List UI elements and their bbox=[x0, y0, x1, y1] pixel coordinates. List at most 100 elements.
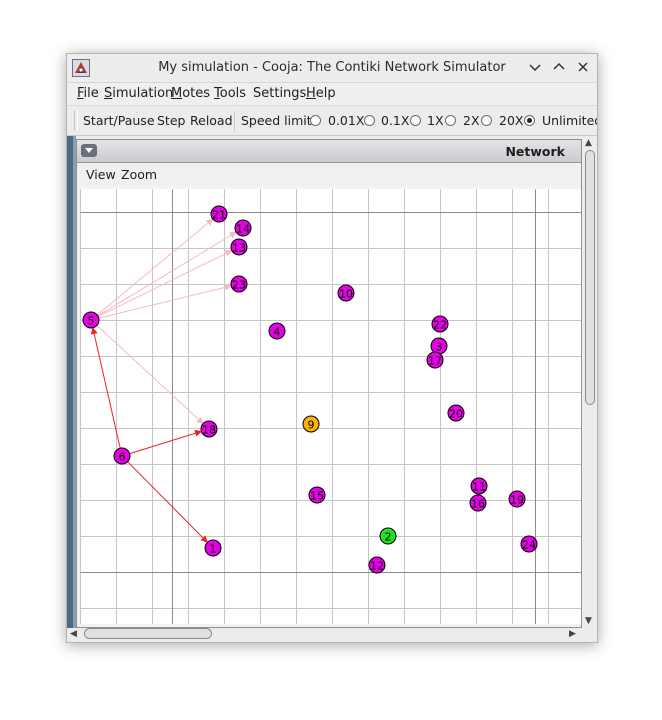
mote-circle[interactable] bbox=[268, 322, 286, 340]
speed-radio-2x[interactable] bbox=[445, 115, 456, 126]
mote-circle[interactable] bbox=[200, 420, 218, 438]
window-title: My simulation - Cooja: The Contiki Netwo… bbox=[158, 60, 506, 75]
mote-circle[interactable] bbox=[431, 315, 449, 333]
mote-3[interactable]: 3 bbox=[430, 337, 448, 355]
mote-circle[interactable] bbox=[113, 447, 131, 465]
speed-label-unlimited: Unlimited bbox=[542, 113, 597, 128]
link-arrow-5-to-21 bbox=[96, 218, 214, 316]
network-internal-frame: Network View Zoom 21 14 13 23 10 5 4 22 3 17 20 18 9… bbox=[76, 139, 582, 628]
speed-radio-1x[interactable] bbox=[410, 115, 421, 126]
mote-15[interactable]: 15 bbox=[308, 486, 326, 504]
mote-14[interactable]: 14 bbox=[234, 219, 252, 237]
mote-2[interactable]: 2 bbox=[379, 527, 397, 545]
menu-help-mnemonic: H bbox=[306, 86, 316, 101]
mote-circle[interactable] bbox=[470, 477, 488, 495]
mote-21[interactable]: 21 bbox=[210, 205, 228, 223]
mote-6[interactable]: 6 bbox=[113, 447, 131, 465]
mote-18[interactable]: 18 bbox=[200, 420, 218, 438]
menu-zoom[interactable]: Zoom bbox=[121, 167, 158, 182]
mote-label: 24 bbox=[522, 538, 536, 551]
mote-label: 1 bbox=[210, 542, 217, 555]
mote-23[interactable]: 23 bbox=[230, 275, 248, 293]
mote-circle[interactable] bbox=[426, 351, 444, 369]
menu-tools-mnemonic: T bbox=[214, 86, 220, 101]
cooja-app-icon bbox=[72, 59, 90, 77]
step-button[interactable]: Step bbox=[157, 113, 186, 128]
mote-label: 22 bbox=[433, 318, 447, 331]
menu-motes[interactable]: Motes bbox=[171, 86, 210, 101]
mote-circle[interactable] bbox=[520, 535, 538, 553]
mote-circle[interactable] bbox=[368, 556, 386, 574]
horizontal-scroll-thumb[interactable] bbox=[84, 628, 212, 639]
menu-simulation-mnemonic: S bbox=[104, 86, 113, 101]
mote-16[interactable]: 16 bbox=[469, 494, 487, 512]
mote-circle[interactable] bbox=[230, 238, 248, 256]
mote-circle[interactable] bbox=[447, 404, 465, 422]
speed-radio-0.1x[interactable] bbox=[364, 115, 375, 126]
mote-10[interactable]: 10 bbox=[337, 284, 355, 302]
mote-12[interactable]: 12 bbox=[368, 556, 386, 574]
mote-circle[interactable] bbox=[82, 311, 100, 329]
speed-radio-unlimited[interactable] bbox=[524, 115, 535, 126]
mote-17[interactable]: 17 bbox=[426, 351, 444, 369]
mote-label: 23 bbox=[232, 278, 246, 291]
mote-24[interactable]: 24 bbox=[520, 535, 538, 553]
network-graph[interactable]: 21 14 13 23 10 5 4 22 317 20 18 9 6 11 16 19 15 2 24 1 12 bbox=[80, 189, 581, 624]
mote-circle[interactable] bbox=[210, 205, 228, 223]
mote-13[interactable]: 13 bbox=[230, 238, 248, 256]
network-canvas[interactable]: 21 14 13 23 10 5 4 22 3 17 20 18 9 6 11 16 19 15 2 24 1 12 bbox=[80, 189, 581, 624]
mote-20[interactable]: 20 bbox=[447, 404, 465, 422]
link-arrow-5-to-14 bbox=[97, 231, 237, 317]
mote-circle[interactable] bbox=[379, 527, 397, 545]
mote-circle[interactable] bbox=[234, 219, 252, 237]
mote-label: 6 bbox=[119, 450, 126, 463]
grid bbox=[80, 189, 581, 624]
mote-22[interactable]: 22 bbox=[431, 315, 449, 333]
network-frame-titlebar[interactable]: Network bbox=[77, 140, 581, 163]
close-icon[interactable] bbox=[573, 57, 593, 77]
mote-label: 15 bbox=[310, 489, 324, 502]
mote-circle[interactable] bbox=[204, 539, 222, 557]
speed-radio-20x[interactable] bbox=[481, 115, 492, 126]
menu-file-mnemonic: F bbox=[77, 86, 84, 101]
mote-4[interactable]: 4 bbox=[268, 322, 286, 340]
mote-19[interactable]: 19 bbox=[508, 490, 526, 508]
menu-file[interactable]: File bbox=[77, 86, 99, 101]
menu-settings[interactable]: Settings bbox=[253, 86, 306, 101]
mote-11[interactable]: 11 bbox=[470, 477, 488, 495]
frame-menu-button[interactable] bbox=[81, 144, 97, 157]
scroll-right-icon[interactable]: ▶ bbox=[569, 629, 576, 639]
toolbar-grip[interactable] bbox=[74, 111, 78, 131]
speed-radio-0.01x[interactable] bbox=[310, 115, 321, 126]
mote-1[interactable]: 1 bbox=[204, 539, 222, 557]
mote-circle[interactable] bbox=[337, 284, 355, 302]
menu-tools[interactable]: Tools bbox=[214, 86, 246, 101]
mote-circle[interactable] bbox=[308, 486, 326, 504]
reload-button[interactable]: Reload bbox=[190, 113, 233, 128]
mote-circle[interactable] bbox=[469, 494, 487, 512]
mote-5[interactable]: 5 bbox=[82, 311, 100, 329]
minimize-chevron-icon[interactable] bbox=[525, 57, 545, 77]
desktop-edge bbox=[67, 136, 73, 628]
vertical-scroll-thumb[interactable] bbox=[585, 150, 595, 405]
menu-simulation[interactable]: Simulation bbox=[104, 86, 173, 101]
menu-simulation-label: imulation bbox=[112, 86, 174, 101]
cooja-window: My simulation - Cooja: The Contiki Netwo… bbox=[66, 53, 598, 643]
scroll-down-icon[interactable]: ▼ bbox=[585, 616, 592, 626]
horizontal-scrollbar[interactable]: ◀ ▶ bbox=[67, 628, 582, 642]
menu-help[interactable]: Help bbox=[306, 86, 336, 101]
mote-circle[interactable] bbox=[302, 415, 320, 433]
speed-label-1x: 1X bbox=[427, 113, 444, 128]
maximize-chevron-icon[interactable] bbox=[549, 57, 569, 77]
mote-label: 9 bbox=[308, 418, 315, 431]
mote-9[interactable]: 9 bbox=[302, 415, 320, 433]
menu-tools-label: ools bbox=[219, 86, 247, 101]
start-pause-button[interactable]: Start/Pause bbox=[83, 113, 155, 128]
vertical-scrollbar[interactable]: ▲ ▼ bbox=[582, 136, 597, 628]
mote-circle[interactable] bbox=[230, 275, 248, 293]
scroll-left-icon[interactable]: ◀ bbox=[70, 629, 77, 639]
scroll-up-icon[interactable]: ▲ bbox=[585, 138, 592, 148]
mote-circle[interactable] bbox=[508, 490, 526, 508]
speed-limit-label: Speed limit: bbox=[241, 113, 316, 128]
menu-view[interactable]: View bbox=[86, 167, 116, 182]
